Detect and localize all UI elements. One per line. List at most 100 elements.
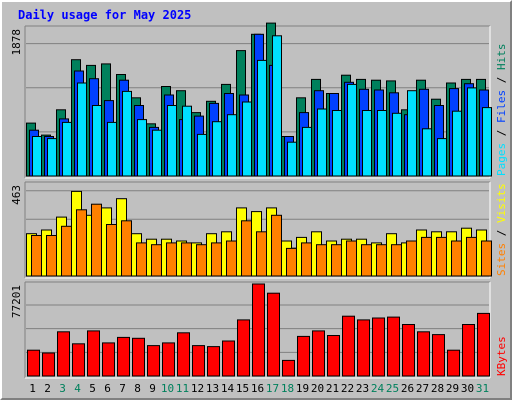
legend-item-kbytes: KBytes bbox=[495, 336, 508, 376]
bar-kbytes-day-2 bbox=[42, 352, 55, 377]
series-kbytes bbox=[27, 283, 490, 377]
bar-sites-day-31 bbox=[481, 240, 492, 277]
y-max-label: 463 bbox=[10, 185, 23, 205]
x-label-day-28: 28 bbox=[431, 382, 444, 395]
bar-pages-day-1 bbox=[32, 136, 42, 177]
bar-kbytes-day-8 bbox=[132, 337, 145, 377]
bar-pages-day-25 bbox=[392, 112, 402, 177]
bar-kbytes-day-27 bbox=[417, 331, 430, 377]
bar-sites-day-3 bbox=[61, 225, 72, 277]
x-label-day-2: 2 bbox=[44, 382, 51, 395]
panel-kbytes: 77201 KBytes bbox=[10, 281, 508, 379]
x-label-day-12: 12 bbox=[191, 382, 204, 395]
bar-sites-day-18 bbox=[286, 247, 297, 277]
bar-kbytes-day-21 bbox=[327, 335, 340, 377]
bar-pages-day-27 bbox=[422, 128, 432, 177]
bar-sites-day-11 bbox=[181, 242, 192, 277]
bar-pages-day-26 bbox=[407, 90, 417, 177]
bar-pages-day-23 bbox=[362, 110, 372, 177]
bar-kbytes-day-17 bbox=[267, 292, 280, 377]
x-label-day-8: 8 bbox=[134, 382, 141, 395]
legend-item-hits: Hits bbox=[495, 44, 508, 71]
bar-sites-day-21 bbox=[331, 244, 342, 277]
x-label-day-15: 15 bbox=[236, 382, 249, 395]
bar-kbytes-day-3 bbox=[57, 331, 70, 377]
bar-kbytes-day-10 bbox=[162, 342, 175, 377]
bar-sites-day-7 bbox=[121, 220, 132, 277]
bar-sites-day-6 bbox=[106, 224, 117, 277]
x-label-day-6: 6 bbox=[104, 382, 111, 395]
x-label-day-3: 3 bbox=[59, 382, 66, 395]
x-label-day-13: 13 bbox=[206, 382, 219, 395]
bar-kbytes-day-29 bbox=[447, 349, 460, 377]
bar-kbytes-day-14 bbox=[222, 340, 235, 377]
x-label-day-7: 7 bbox=[119, 382, 126, 395]
bar-kbytes-day-19 bbox=[297, 335, 310, 377]
bar-sites-day-27 bbox=[421, 236, 432, 277]
bar-sites-day-20 bbox=[316, 244, 327, 277]
bar-kbytes-day-7 bbox=[117, 336, 130, 377]
bar-kbytes-day-1 bbox=[27, 349, 40, 377]
x-label-day-1: 1 bbox=[29, 382, 36, 395]
legend-separator: / bbox=[495, 123, 508, 143]
bar-kbytes-day-15 bbox=[237, 319, 250, 377]
bar-sites-day-22 bbox=[346, 240, 357, 277]
bar-sites-day-2 bbox=[46, 235, 57, 277]
bar-pages-day-24 bbox=[377, 110, 387, 177]
bar-kbytes-day-31 bbox=[477, 312, 490, 377]
y-max-label: 77201 bbox=[10, 285, 23, 318]
bar-sites-day-30 bbox=[466, 236, 477, 277]
bar-pages-day-20 bbox=[317, 108, 327, 177]
panel-hits-files-pages: 1878 Pages / Files / Hits bbox=[10, 22, 508, 179]
bar-kbytes-day-11 bbox=[177, 332, 190, 377]
x-label-day-25: 25 bbox=[386, 382, 399, 395]
x-label-day-21: 21 bbox=[326, 382, 339, 395]
x-axis-labels: 1 2 3 4 5 6 7 8 9 10 11 12 13 14 15 16 17 18 19 20 21 22 23 24 2… bbox=[29, 382, 489, 395]
bar-pages-day-11 bbox=[182, 105, 192, 177]
bar-sites-day-17 bbox=[271, 214, 282, 277]
bar-pages-day-14 bbox=[227, 114, 237, 177]
bar-pages-day-13 bbox=[212, 121, 222, 177]
bar-pages-day-6 bbox=[107, 121, 117, 177]
bar-sites-day-13 bbox=[211, 242, 222, 277]
bar-kbytes-day-4 bbox=[72, 343, 85, 377]
x-label-day-19: 19 bbox=[296, 382, 309, 395]
bar-pages-day-15 bbox=[242, 101, 252, 177]
bar-sites-day-14 bbox=[226, 240, 237, 277]
legend-separator: / bbox=[495, 70, 508, 90]
bar-sites-day-29 bbox=[451, 240, 462, 277]
chart-panels: 1878 Pages / Files / Hits 463 Sites / Visit… bbox=[10, 22, 508, 379]
bar-kbytes-day-25 bbox=[387, 316, 400, 377]
bar-sites-day-8 bbox=[136, 242, 147, 277]
bar-pages-day-7 bbox=[122, 90, 132, 177]
bar-kbytes-day-23 bbox=[357, 319, 370, 377]
bar-sites-day-24 bbox=[376, 244, 387, 277]
series-sites bbox=[31, 203, 492, 277]
legend-sites-visits: Sites / Visits bbox=[495, 183, 508, 276]
bar-pages-day-12 bbox=[197, 133, 207, 177]
bar-pages-day-3 bbox=[62, 121, 72, 177]
legend-hits-files-pages: Pages / Files / Hits bbox=[495, 44, 508, 177]
bar-pages-day-10 bbox=[167, 105, 177, 177]
bar-kbytes-day-24 bbox=[372, 317, 385, 377]
bar-pages-day-16 bbox=[257, 59, 267, 177]
bar-pages-day-22 bbox=[347, 83, 357, 177]
bar-sites-day-19 bbox=[301, 242, 312, 277]
bar-pages-day-18 bbox=[287, 141, 297, 177]
bar-sites-day-15 bbox=[241, 220, 252, 277]
x-label-day-14: 14 bbox=[221, 382, 235, 395]
bar-kbytes-day-18 bbox=[282, 359, 295, 377]
x-label-day-17: 17 bbox=[266, 382, 279, 395]
bar-sites-day-10 bbox=[166, 242, 177, 277]
bar-sites-day-25 bbox=[391, 244, 402, 277]
bar-pages-day-4 bbox=[77, 82, 87, 177]
x-label-day-18: 18 bbox=[281, 382, 294, 395]
x-label-day-30: 30 bbox=[461, 382, 474, 395]
x-label-day-22: 22 bbox=[341, 382, 354, 395]
bar-sites-day-5 bbox=[91, 203, 102, 277]
bar-sites-day-9 bbox=[151, 244, 162, 277]
x-label-day-16: 16 bbox=[251, 382, 264, 395]
bar-sites-day-28 bbox=[436, 236, 447, 277]
bar-pages-day-29 bbox=[452, 110, 462, 177]
x-label-day-29: 29 bbox=[446, 382, 459, 395]
